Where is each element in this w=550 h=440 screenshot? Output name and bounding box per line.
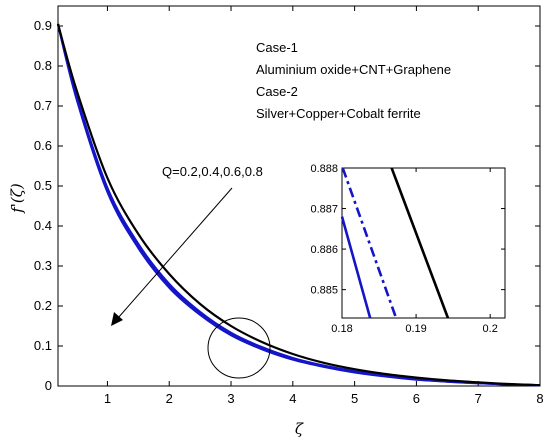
inset-frame bbox=[341, 167, 506, 319]
x-tick-label: 8 bbox=[536, 391, 543, 406]
inset-x-tick-label: 0.19 bbox=[405, 323, 426, 335]
y-tick-label: 0.4 bbox=[34, 218, 52, 233]
inset-y-tick-label: 0.888 bbox=[310, 163, 338, 175]
y-tick-label: 0.7 bbox=[34, 98, 52, 113]
annotation-q: Q=0.2,0.4,0.6,0.8 bbox=[162, 164, 263, 179]
x-tick-label: 2 bbox=[166, 391, 173, 406]
inset-y-tick-label: 0.885 bbox=[310, 285, 338, 297]
x-tick-label: 7 bbox=[475, 391, 482, 406]
inset-x-tick-label: 0.18 bbox=[331, 323, 352, 335]
x-tick-label: 4 bbox=[289, 391, 296, 406]
y-tick-label: 0.9 bbox=[34, 18, 52, 33]
x-tick-label: 1 bbox=[104, 391, 111, 406]
y-tick-label: 0.5 bbox=[34, 178, 52, 193]
legend-text-1: Aluminium oxide+CNT+Graphene bbox=[256, 62, 451, 77]
inset-line-0 bbox=[390, 167, 450, 319]
annotation-arrow-line bbox=[117, 187, 233, 319]
y-tick-label: 0.6 bbox=[34, 138, 52, 153]
axis-ticks: 1 2 3 4 5 6 7 8 0 0.1 0.2 0.3 0.4 0.5 0.6 0.7 0.8 0.9 bbox=[34, 6, 544, 406]
x-tick-label: 5 bbox=[351, 391, 358, 406]
y-axis-label: f'(ζ) bbox=[8, 183, 26, 214]
series-line-0 bbox=[56, 23, 541, 387]
legend-text-3: Silver+Copper+Cobalt ferrite bbox=[256, 106, 421, 121]
y-tick-label: 0 bbox=[45, 378, 52, 393]
y-tick-label: 0.8 bbox=[34, 58, 52, 73]
y-tick-label: 0.2 bbox=[34, 298, 52, 313]
series-layer bbox=[56, 23, 541, 387]
legend-text-0: Case-1 bbox=[256, 40, 298, 55]
zoom-ellipse bbox=[207, 317, 271, 379]
y-tick-label: 0.1 bbox=[34, 338, 52, 353]
annotation-arrowhead bbox=[111, 312, 123, 326]
inset-x-tick-label: 0.2 bbox=[483, 323, 498, 335]
inset-y-tick-label: 0.886 bbox=[310, 244, 338, 256]
inset-line-1 bbox=[341, 167, 398, 319]
inset-layer: 0.18 0.19 0.2 0.885 0.886 0.887 0.888 bbox=[310, 163, 505, 335]
y-tick-label: 0.3 bbox=[34, 258, 52, 273]
x-tick-label: 6 bbox=[413, 391, 420, 406]
inset-line-2 bbox=[340, 216, 372, 319]
inset-y-tick-label: 0.887 bbox=[310, 204, 338, 216]
x-axis-label: ζ bbox=[295, 420, 304, 438]
x-tick-label: 3 bbox=[227, 391, 234, 406]
legend-text-2: Case-2 bbox=[256, 84, 298, 99]
